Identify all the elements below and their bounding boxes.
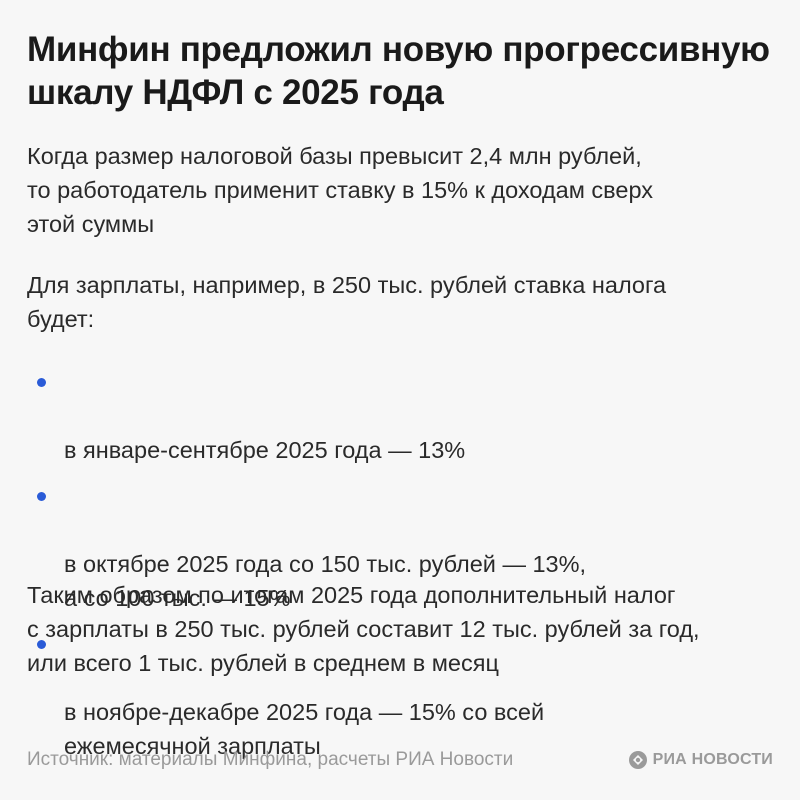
logo-text: РИА НОВОСТИ (652, 751, 773, 768)
list-item-text: в январе-сентябре 2025 года — 13% (64, 437, 466, 463)
ria-novosti-logo: РИА НОВОСТИ (628, 750, 773, 770)
footer: Источник: материалы Минфина, расчеты РИА… (27, 745, 773, 775)
list-item: в январе-сентябре 2025 года — 13% (27, 365, 767, 467)
intro-paragraph: Когда размер налоговой базы превысит 2,4… (27, 143, 654, 237)
source-credit: Источник: материалы Минфина, расчеты РИА… (27, 749, 514, 770)
ria-novosti-logo-icon (628, 750, 648, 770)
bullet-dot-icon (37, 492, 46, 501)
bullet-dot-icon (37, 378, 46, 387)
headline: Минфин предложил новую прогрессивную шка… (27, 30, 770, 112)
example-paragraph: Для зарплаты, например, в 250 тыс. рубле… (27, 272, 667, 332)
list-item-text: в ноябре-декабре 2025 года — 15% со всей… (64, 699, 545, 759)
rate-list: в январе-сентябре 2025 года — 13% в октя… (27, 365, 767, 775)
list-item: в октябре 2025 года со 150 тыс. рублей —… (27, 479, 767, 615)
bullet-dot-icon (37, 640, 46, 649)
list-item: в ноябре-декабре 2025 года — 15% со всей… (27, 627, 767, 763)
list-item-text: в октябре 2025 года со 150 тыс. рублей —… (64, 551, 587, 611)
conclusion-paragraph: Таким образом по итогам 2025 года дополн… (27, 582, 700, 676)
